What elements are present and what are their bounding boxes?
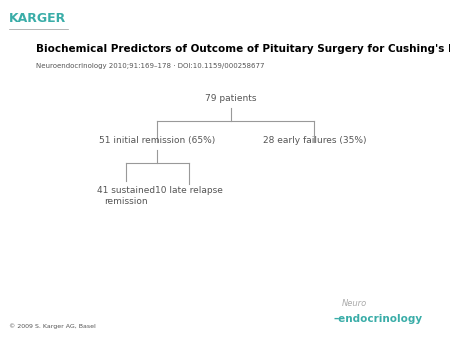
Text: KARGER: KARGER	[9, 12, 66, 25]
Text: © 2009 S. Karger AG, Basel: © 2009 S. Karger AG, Basel	[9, 323, 96, 329]
Text: 28 early failures (35%): 28 early failures (35%)	[263, 136, 366, 145]
Text: 51 initial remission (65%): 51 initial remission (65%)	[99, 136, 216, 145]
Text: –endocrinology: –endocrinology	[333, 314, 422, 324]
Text: 10 late relapse: 10 late relapse	[155, 186, 223, 195]
Text: Neuro: Neuro	[342, 299, 367, 308]
Text: Biochemical Predictors of Outcome of Pituitary Surgery for Cushing's Disease: Biochemical Predictors of Outcome of Pit…	[36, 44, 450, 54]
Text: 79 patients: 79 patients	[205, 94, 256, 103]
Text: 41 sustained
remission: 41 sustained remission	[97, 186, 155, 206]
Text: Neuroendocrinology 2010;91:169–178 · DOI:10.1159/000258677: Neuroendocrinology 2010;91:169–178 · DOI…	[36, 63, 265, 69]
